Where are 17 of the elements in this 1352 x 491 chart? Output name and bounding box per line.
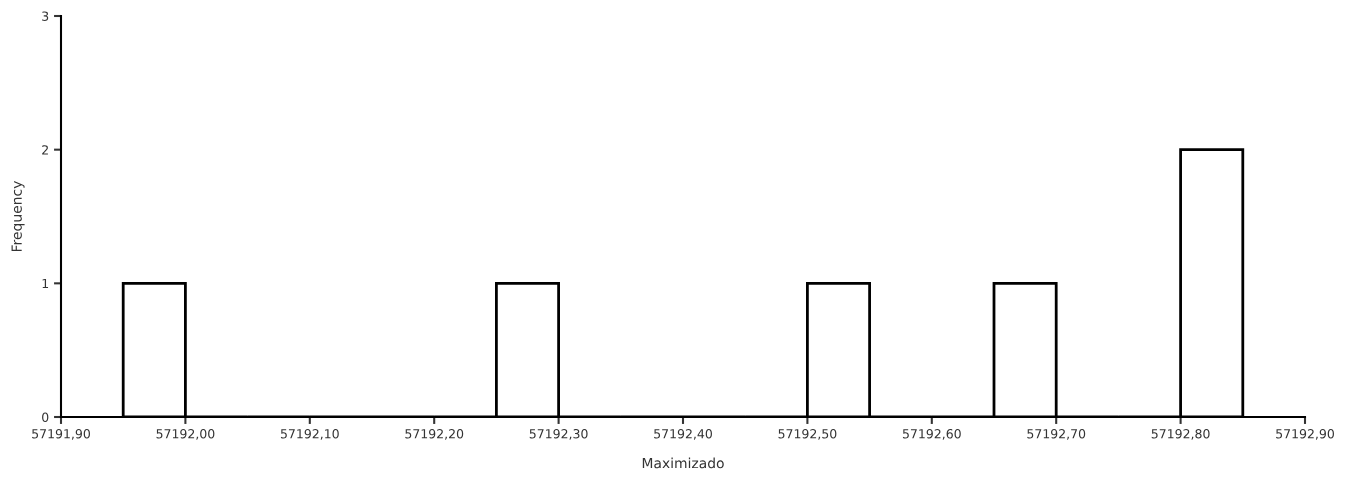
y-tick-label: 0 xyxy=(42,412,49,422)
x-tick-label: 57192,50 xyxy=(778,429,837,440)
y-tick-label: 2 xyxy=(42,145,48,155)
x-tick-label: 57192,60 xyxy=(902,429,961,440)
x-tick-label: 57191,90 xyxy=(32,429,90,440)
x-tick-label: 57192,70 xyxy=(1027,429,1086,440)
x-tick-label: 57192,00 xyxy=(156,429,215,440)
x-tick-label: 57192,90 xyxy=(1276,429,1334,440)
x-tick-label: 57192,30 xyxy=(529,429,588,440)
x-tick-label: 57192,40 xyxy=(654,429,712,440)
y-axis-title: Frequency xyxy=(11,181,25,252)
x-tick-label: 57192,20 xyxy=(405,429,464,440)
x-axis-title: Maximizado xyxy=(642,457,724,469)
y-tick-label: 1 xyxy=(42,278,49,289)
x-tick-label: 57192,10 xyxy=(280,429,339,440)
x-tick-label: 57192,80 xyxy=(1151,429,1210,440)
y-tick-label: 3 xyxy=(42,11,49,21)
